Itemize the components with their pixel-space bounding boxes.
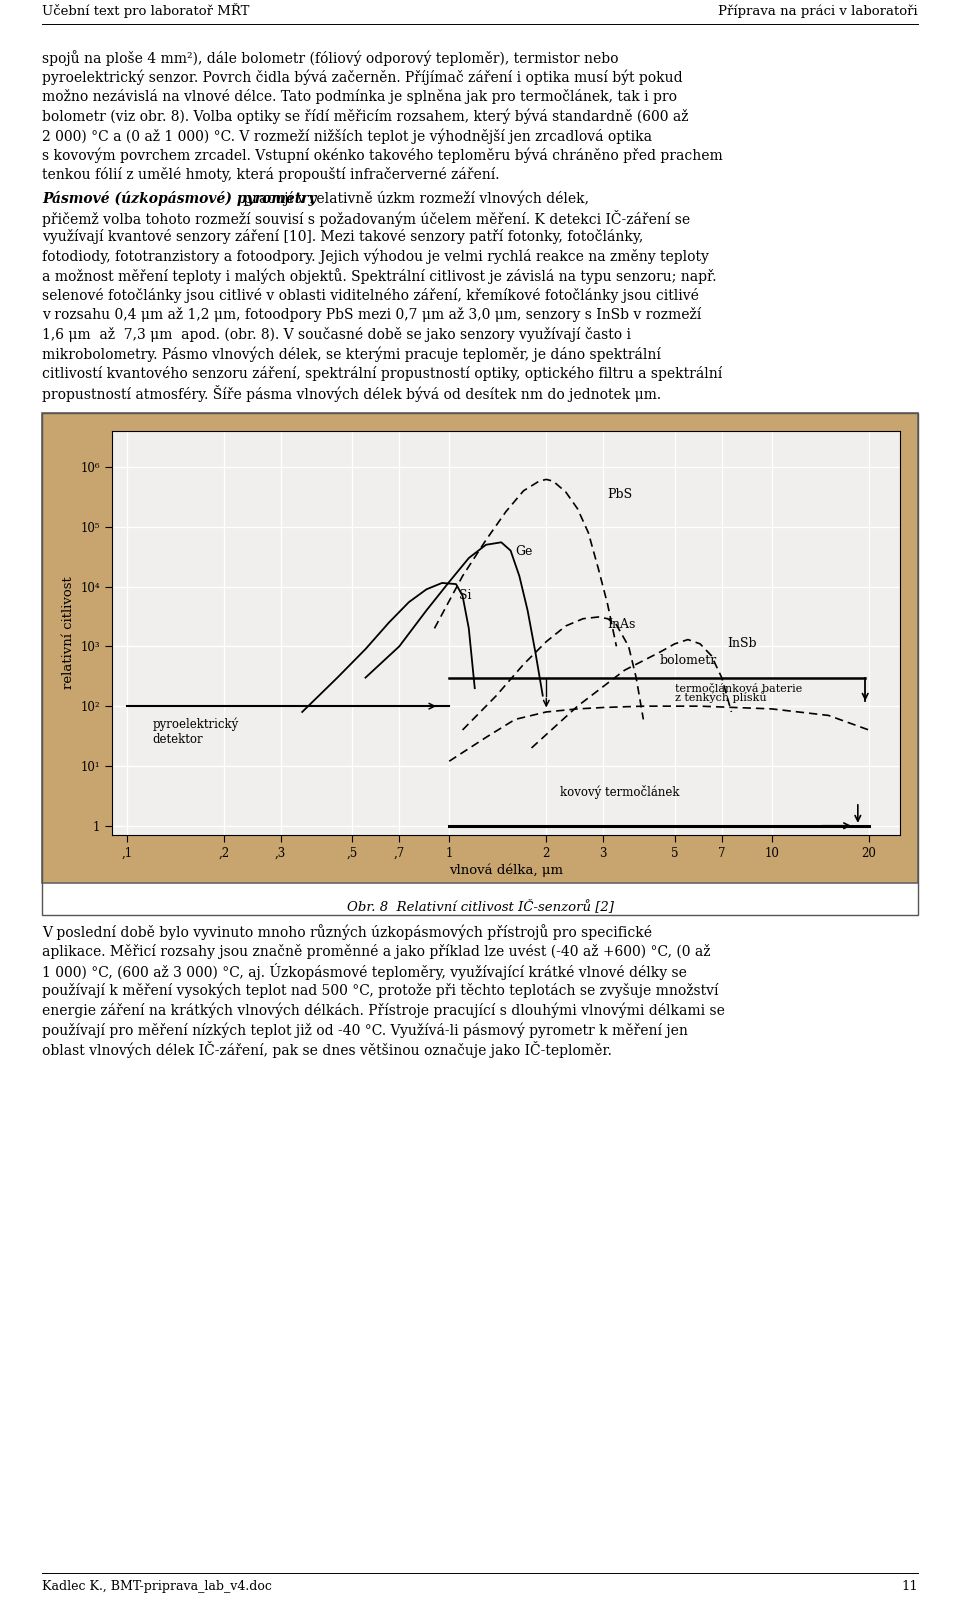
Text: pracují v relativně úzkm rozmeží vlnových délek,: pracují v relativně úzkm rozmeží vlnovýc… xyxy=(239,190,588,206)
Text: PbS: PbS xyxy=(608,488,633,501)
Text: v rozsahu 0,4 μm až 1,2 μm, fotoodpory PbS mezi 0,7 μm až 3,0 μm, senzory s InSb: v rozsahu 0,4 μm až 1,2 μm, fotoodpory P… xyxy=(42,307,701,323)
Text: Kadlec K., BMT-priprava_lab_v4.doc: Kadlec K., BMT-priprava_lab_v4.doc xyxy=(42,1581,272,1594)
Text: aplikace. Měřicí rozsahy jsou značně proměnné a jako příklad lze uvést (-40 až +: aplikace. Měřicí rozsahy jsou značně pro… xyxy=(42,944,710,958)
Y-axis label: relativní citlivost: relativní citlivost xyxy=(62,576,75,690)
Text: spojů na ploše 4 mm²), dále bolometr (fóliový odporový teploměr), termistor nebo: spojů na ploše 4 mm²), dále bolometr (fó… xyxy=(42,50,618,66)
Text: Si: Si xyxy=(459,589,471,602)
Text: bolometr (viz obr. 8). Volba optiky se řídí měřicím rozsahem, který bývá standar: bolometr (viz obr. 8). Volba optiky se ř… xyxy=(42,109,688,125)
Text: Ge: Ge xyxy=(515,546,533,558)
Text: používají k měření vysokých teplot nad 500 °C, protože při těchto teplotách se z: používají k měření vysokých teplot nad 5… xyxy=(42,982,718,998)
Text: přičemž volba tohoto rozmeží souvisí s požadovaným účelem měření. K detekci IČ-z: přičemž volba tohoto rozmeží souvisí s p… xyxy=(42,210,690,227)
Text: propustností atmosféry. Šíře pásma vlnových délek bývá od desítek nm do jednotek: propustností atmosféry. Šíře pásma vlnov… xyxy=(42,386,661,403)
Text: z tenkých plísků: z tenkých plísků xyxy=(675,691,766,702)
Text: selenové fotočlánky jsou citlivé v oblasti viditelného záření, křemíkové fotočlá: selenové fotočlánky jsou citlivé v oblas… xyxy=(42,288,699,302)
Text: energie záření na krátkých vlnových délkách. Přístroje pracující s dlouhými vlno: energie záření na krátkých vlnových délk… xyxy=(42,1003,725,1018)
Text: pyroelektrický senzor. Povrch čidla bývá začerněn. Příjímač záření i optika musí: pyroelektrický senzor. Povrch čidla bývá… xyxy=(42,69,683,85)
Text: oblast vlnových délek IČ-záření, pak se dnes většinou označuje jako IČ-teploměr.: oblast vlnových délek IČ-záření, pak se … xyxy=(42,1042,612,1059)
X-axis label: vlnová délka, μm: vlnová délka, μm xyxy=(449,864,563,877)
Text: a možnost měření teploty i malých objektů. Spektrální citlivost je závislá na ty: a možnost měření teploty i malých objekt… xyxy=(42,269,716,285)
Text: termočlánková baterie: termočlánková baterie xyxy=(675,683,802,694)
Text: mikrobolometry. Pásmo vlnových délek, se kterými pracuje teploměr, je dáno spekt: mikrobolometry. Pásmo vlnových délek, se… xyxy=(42,347,660,362)
Text: tenkou fólií z umělé hmoty, která propouští infračerverné záření.: tenkou fólií z umělé hmoty, která propou… xyxy=(42,166,499,182)
Text: fotodiody, fototranzistory a fotoodpory. Jejich výhodou je velmi rychlá reakce n: fotodiody, fototranzistory a fotoodpory.… xyxy=(42,250,708,264)
Text: V poslední době bylo vyvinuto mnoho různých úzkopásmových přístrojů pro specific: V poslední době bylo vyvinuto mnoho různ… xyxy=(42,925,652,941)
Text: možno nezávislá na vlnové délce. Tato podmínka je splněna jak pro termočlánek, t: možno nezávislá na vlnové délce. Tato po… xyxy=(42,90,677,104)
Text: Obr. 8  Relativní citlivost IČ-senzorů [2]: Obr. 8 Relativní citlivost IČ-senzorů [2… xyxy=(347,899,613,914)
Text: bolometr: bolometr xyxy=(660,654,717,667)
Text: využívají kvantové senzory záření [10]. Mezi takové senzory patří fotonky, fotoč: využívají kvantové senzory záření [10]. … xyxy=(42,229,643,245)
Text: 2 000) °C a (0 až 1 000) °C. V rozmeží nižších teplot je výhodnější jen zrcadlov: 2 000) °C a (0 až 1 000) °C. V rozmeží n… xyxy=(42,128,652,144)
Text: Učební text pro laboratoř MŘT: Učební text pro laboratoř MŘT xyxy=(42,3,250,18)
Text: používají pro měření nízkých teplot již od -40 °C. Využívá-li pásmový pyrometr k: používají pro měření nízkých teplot již … xyxy=(42,1022,688,1037)
Text: 1 000) °C, (600 až 3 000) °C, aj. Úzkopásmové teploměry, využívající krátké vlno: 1 000) °C, (600 až 3 000) °C, aj. Úzkopá… xyxy=(42,963,686,981)
Text: detektor: detektor xyxy=(153,733,203,747)
Text: Pásmové (úzkopásmové) pyrometry: Pásmové (úzkopásmové) pyrometry xyxy=(42,190,317,205)
Text: 11: 11 xyxy=(901,1581,918,1594)
Text: Příprava na práci v laboratoři: Příprava na práci v laboratoři xyxy=(718,5,918,18)
Text: InAs: InAs xyxy=(608,618,636,632)
Text: InSb: InSb xyxy=(728,637,757,650)
Text: 1,6 μm  až  7,3 μm  apod. (obr. 8). V současné době se jako senzory využívají ča: 1,6 μm až 7,3 μm apod. (obr. 8). V souča… xyxy=(42,326,631,342)
Text: s kovovým povrchem zrcadel. Vstupní okénko takového teploměru bývá chráněno před: s kovovým povrchem zrcadel. Vstupní okén… xyxy=(42,147,723,163)
FancyBboxPatch shape xyxy=(42,413,918,883)
Text: pyroelektrický: pyroelektrický xyxy=(153,717,238,731)
Text: kovový termočlánek: kovový termočlánek xyxy=(560,786,679,798)
Text: citlivostí kvantového senzoru záření, spektrální propustností optiky, optického : citlivostí kvantového senzoru záření, sp… xyxy=(42,366,722,381)
